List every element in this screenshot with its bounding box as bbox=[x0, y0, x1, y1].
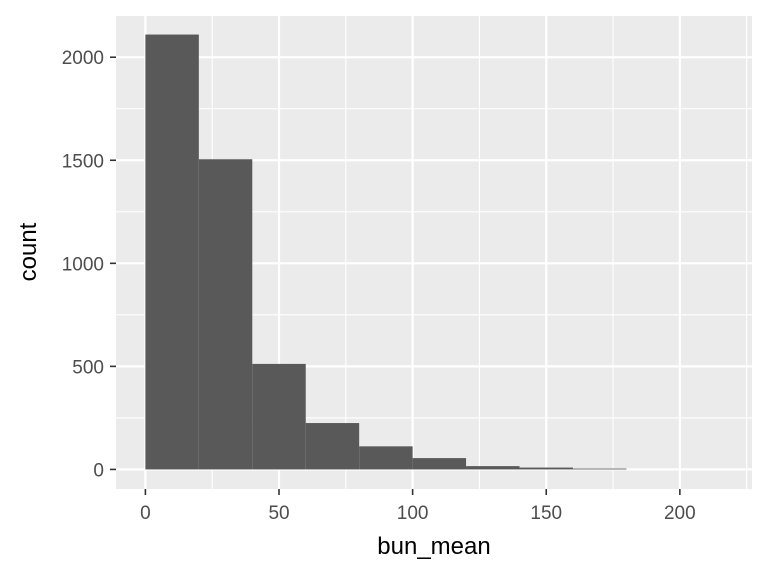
x-tick-label: 0 bbox=[140, 503, 151, 524]
histogram-bar bbox=[198, 159, 253, 470]
x-tick-label: 100 bbox=[397, 503, 429, 524]
x-tick-label: 200 bbox=[664, 503, 696, 524]
y-tick-label: 1000 bbox=[62, 254, 104, 275]
x-tick-label: 50 bbox=[268, 503, 289, 524]
histogram-bar bbox=[145, 34, 199, 470]
histogram-bar bbox=[466, 466, 520, 470]
histogram-bar bbox=[305, 423, 360, 470]
y-tick-label: 1500 bbox=[62, 151, 104, 172]
histogram-bar bbox=[359, 446, 413, 470]
y-tick-label: 0 bbox=[93, 460, 104, 481]
histogram-bar bbox=[412, 458, 467, 470]
histogram-bar bbox=[519, 467, 573, 470]
histogram-bar bbox=[572, 468, 627, 470]
histogram-bars bbox=[145, 34, 627, 470]
x-axis: 0 50 100 150 200 bbox=[140, 489, 696, 524]
y-axis: 0 500 1000 1500 2000 bbox=[62, 48, 116, 481]
y-axis-title: count bbox=[15, 222, 42, 281]
x-tick-label: 150 bbox=[530, 503, 562, 524]
x-axis-title: bun_mean bbox=[377, 533, 490, 560]
y-tick-label: 500 bbox=[72, 357, 104, 378]
histogram-bar bbox=[252, 363, 306, 470]
y-tick-label: 2000 bbox=[62, 48, 104, 69]
